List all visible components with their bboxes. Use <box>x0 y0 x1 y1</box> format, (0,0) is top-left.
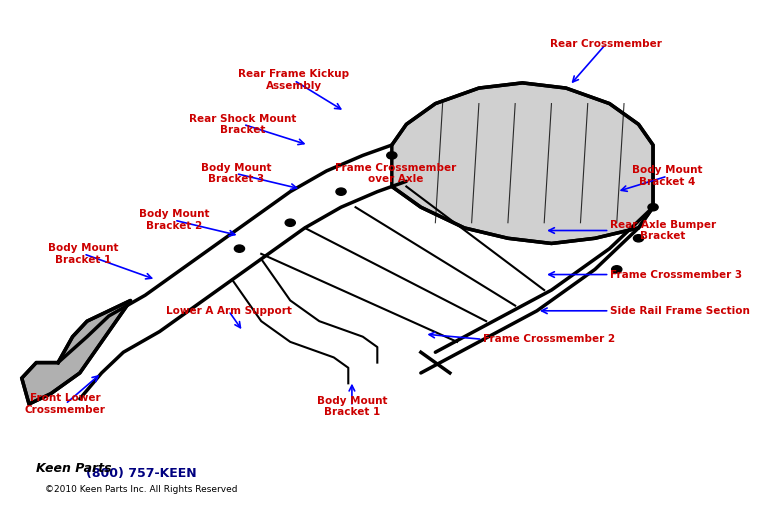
Polygon shape <box>22 300 131 404</box>
Text: Body Mount
Bracket 3: Body Mount Bracket 3 <box>200 163 271 184</box>
Circle shape <box>634 235 644 242</box>
Polygon shape <box>392 83 653 243</box>
Circle shape <box>387 152 397 159</box>
Text: Lower A Arm Support: Lower A Arm Support <box>166 306 292 316</box>
Text: (800) 757-KEEN: (800) 757-KEEN <box>86 467 197 481</box>
Text: ©2010 Keen Parts Inc. All Rights Reserved: ©2010 Keen Parts Inc. All Rights Reserve… <box>45 485 238 494</box>
Text: Body Mount
Bracket 4: Body Mount Bracket 4 <box>632 165 703 187</box>
Text: Body Mount
Bracket 2: Body Mount Bracket 2 <box>139 209 209 231</box>
Text: Rear Axle Bumper
Bracket: Rear Axle Bumper Bracket <box>610 220 715 241</box>
Text: Body Mount
Bracket 1: Body Mount Bracket 1 <box>316 396 387 418</box>
Circle shape <box>234 245 245 252</box>
Circle shape <box>648 204 658 211</box>
Text: Rear Shock Mount
Bracket: Rear Shock Mount Bracket <box>189 113 296 135</box>
Text: Body Mount
Bracket 1: Body Mount Bracket 1 <box>49 243 119 265</box>
Text: Frame Crossmember 2: Frame Crossmember 2 <box>483 334 614 344</box>
Text: Rear Frame Kickup
Assembly: Rear Frame Kickup Assembly <box>238 69 350 91</box>
Circle shape <box>285 219 296 226</box>
Text: Front Lower
Crossmember: Front Lower Crossmember <box>25 393 105 415</box>
Text: Frame Crossmember
over Axle: Frame Crossmember over Axle <box>335 163 456 184</box>
Circle shape <box>336 188 346 195</box>
Text: Side Rail Frame Section: Side Rail Frame Section <box>610 306 749 316</box>
Text: Rear Crossmember: Rear Crossmember <box>550 39 662 49</box>
Text: Keen Parts: Keen Parts <box>36 462 112 476</box>
Circle shape <box>611 266 622 273</box>
Text: Frame Crossmember 3: Frame Crossmember 3 <box>610 269 742 280</box>
